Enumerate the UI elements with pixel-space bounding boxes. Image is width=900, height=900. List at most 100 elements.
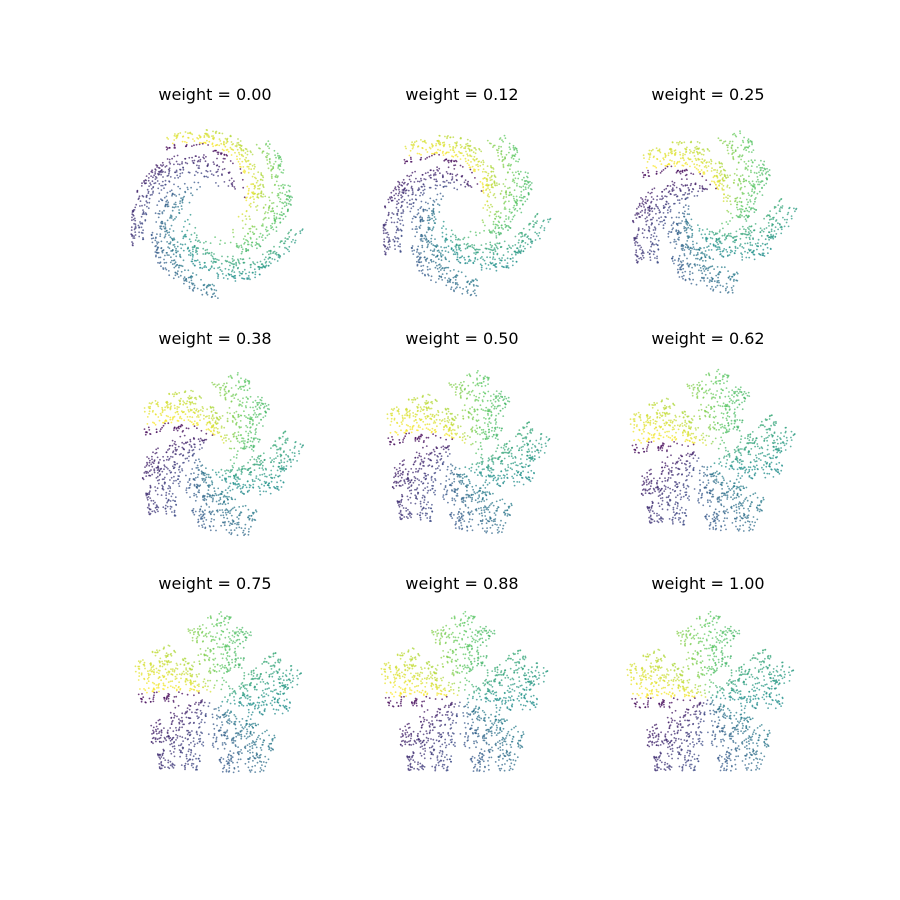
scatter-point (183, 419, 186, 422)
scatter-point (211, 135, 213, 138)
scatter-point (473, 292, 476, 295)
scatter-point (504, 226, 507, 229)
scatter-point (152, 237, 155, 240)
scatter-point (202, 284, 205, 286)
scatter-point (217, 275, 220, 278)
scatter-point (192, 262, 195, 265)
scatter-point (236, 155, 238, 158)
scatter-point (729, 220, 731, 222)
scatter-point (393, 240, 396, 243)
scatter-point (264, 256, 267, 259)
scatter-point (130, 229, 133, 232)
scatter-point (690, 218, 693, 221)
scatter-point (230, 387, 233, 389)
scatter-point (192, 250, 194, 253)
scatter-point (164, 222, 166, 225)
scatter-point (212, 135, 215, 137)
scatter-point (682, 267, 685, 270)
scatter-point (420, 252, 422, 254)
scatter-point (420, 191, 422, 194)
scatter-point (747, 138, 750, 141)
scatter-point (221, 174, 223, 177)
scatter-point (698, 185, 701, 187)
scatter-point (205, 481, 208, 484)
scatter-point (723, 193, 725, 196)
scatter-point (523, 176, 525, 179)
scatter-point (270, 227, 272, 230)
scatter-point (760, 235, 763, 237)
scatter-point (503, 240, 506, 243)
scatter-point (240, 244, 243, 247)
scatter-point (720, 266, 723, 269)
scatter-point (160, 225, 163, 228)
scatter-point (181, 230, 184, 233)
scatter-point (669, 151, 672, 154)
scatter-point (263, 480, 266, 483)
scatter-point (706, 277, 709, 279)
scatter-point (164, 171, 167, 174)
scatter-point (184, 191, 187, 194)
scatter-point (182, 237, 185, 240)
scatter-point (482, 163, 484, 166)
scatter-point (424, 201, 427, 204)
scatter-point (281, 207, 284, 210)
scatter-point (273, 222, 276, 225)
scatter-point (785, 221, 788, 224)
scatter-point (404, 192, 407, 195)
scatter-point (232, 255, 234, 258)
scatter-point (256, 196, 259, 199)
scatter-point (387, 233, 390, 236)
scatter-point (510, 247, 512, 250)
scatter-point (166, 406, 169, 409)
scatter-point (417, 145, 420, 148)
scatter-point (199, 413, 202, 416)
scatter-point (763, 167, 766, 170)
scatter-point (507, 251, 509, 253)
scatter-point (218, 431, 221, 434)
scatter-point (171, 439, 174, 442)
scatter-point (426, 156, 428, 159)
scatter-point (736, 208, 739, 211)
scatter-point (685, 151, 687, 154)
scatter-point (722, 180, 725, 182)
scatter-point (292, 238, 294, 241)
scatter-point (710, 160, 713, 163)
scatter-point (750, 171, 752, 174)
scatter-point (750, 151, 753, 154)
scatter-point (252, 271, 254, 274)
scatter-point (211, 283, 214, 286)
scatter-point (226, 154, 229, 157)
scatter-point (253, 225, 256, 228)
scatter-point (193, 144, 195, 147)
scatter-point (269, 162, 271, 164)
scatter-point (170, 495, 173, 498)
scatter-point (656, 255, 658, 258)
scatter-point (217, 151, 220, 154)
scatter-point (664, 222, 666, 225)
scatter-point (771, 235, 773, 238)
scatter-point (743, 228, 745, 231)
scatter-point (249, 422, 251, 425)
scatter-point (179, 253, 181, 256)
scatter-point (411, 141, 413, 144)
scatter-point (193, 181, 196, 184)
scatter-point (686, 163, 689, 166)
scatter-point (640, 258, 643, 261)
scatter-point (398, 192, 400, 195)
scatter-point (712, 288, 715, 291)
scatter-point (212, 145, 215, 148)
scatter-point (275, 156, 277, 159)
scatter-point (168, 171, 171, 173)
scatter-point (387, 214, 390, 217)
scatter-point (750, 140, 753, 143)
scatter-point (742, 148, 745, 151)
scatter-point (248, 518, 251, 521)
scatter-point (456, 283, 459, 286)
scatter-point (252, 444, 255, 447)
scatter-point (243, 243, 246, 245)
scatter-point (229, 261, 232, 264)
scatter-point (657, 261, 659, 264)
scatter-point (401, 191, 404, 194)
scatter-point (437, 249, 440, 252)
scatter-point (474, 170, 476, 173)
